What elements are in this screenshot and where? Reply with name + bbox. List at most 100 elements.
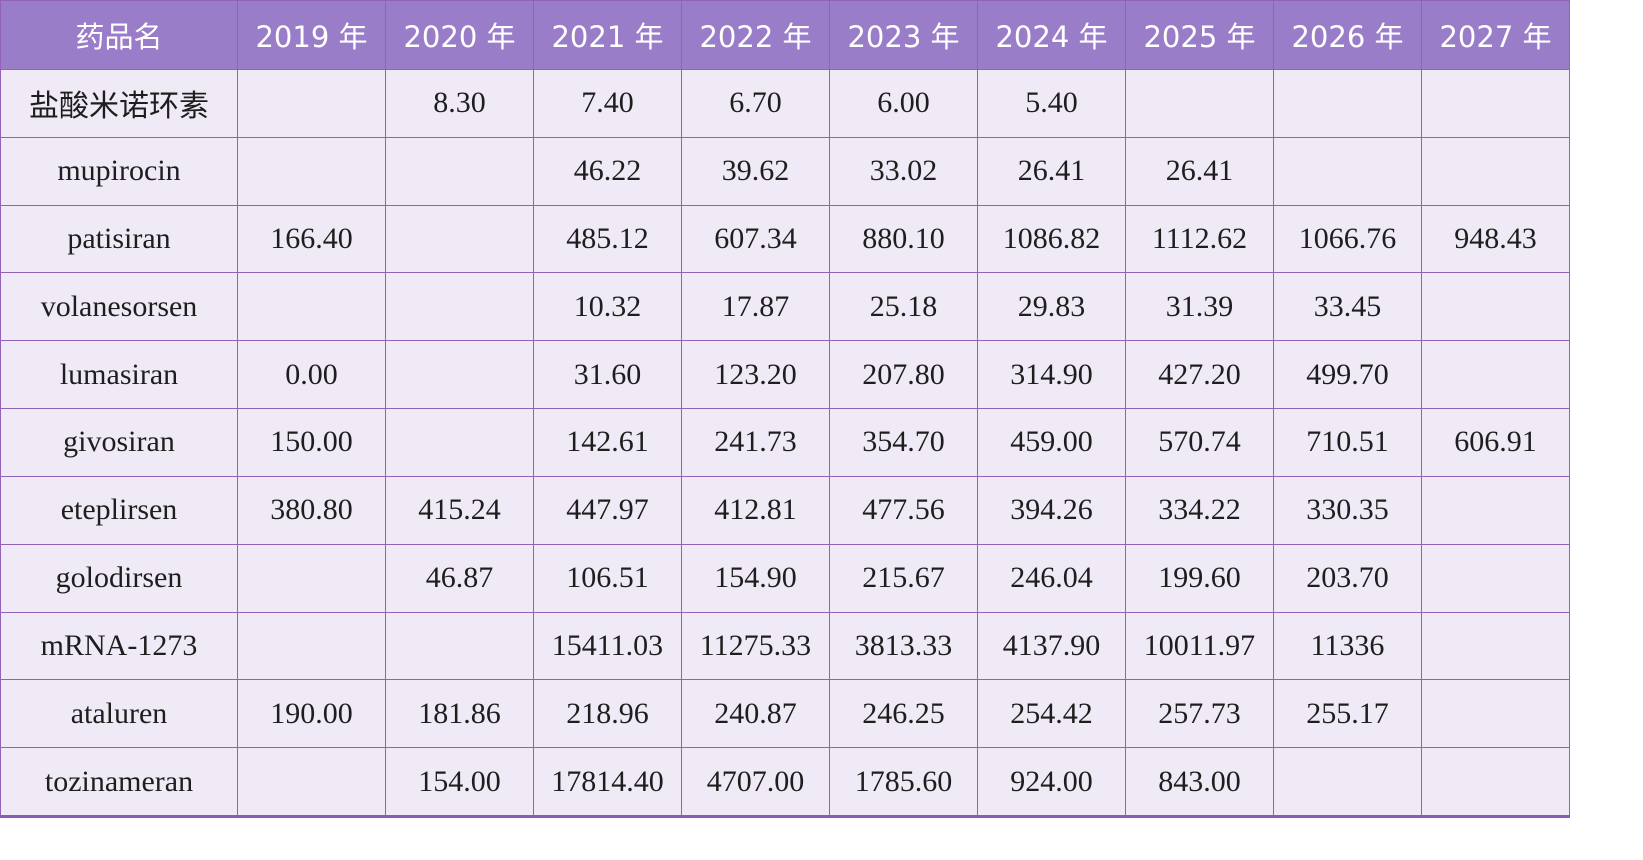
value-cell: 17.87 bbox=[681, 272, 830, 342]
value-cell: 570.74 bbox=[1125, 408, 1274, 477]
table-row: tozinameran 154.00 17814.40 4707.00 1785.60 9… bbox=[0, 747, 1570, 818]
value-cell bbox=[385, 611, 534, 681]
value-cell: 218.96 bbox=[533, 679, 682, 749]
value-cell: 0.00 bbox=[237, 340, 386, 410]
value-cell bbox=[237, 747, 386, 818]
value-cell: 150.00 bbox=[237, 408, 386, 477]
table-body: 盐酸米诺环素 8.30 7.40 6.70 6.00 5.40 mupirocin 46.22… bbox=[0, 69, 1570, 818]
column-header-year: 2019 年 bbox=[237, 0, 386, 70]
value-cell: 334.22 bbox=[1125, 475, 1274, 545]
table-row: volanesorsen 10.32 17.87 25.18 29.83 31.39 33.… bbox=[0, 272, 1570, 342]
value-cell: 203.70 bbox=[1273, 543, 1422, 613]
value-cell bbox=[385, 272, 534, 342]
value-cell: 10011.97 bbox=[1125, 611, 1274, 681]
drug-name-cell: golodirsen bbox=[0, 543, 238, 613]
value-cell: 924.00 bbox=[977, 747, 1126, 818]
value-cell bbox=[1421, 679, 1570, 749]
table-row: patisiran 166.40 485.12 607.34 880.10 1086.82… bbox=[0, 204, 1570, 274]
value-cell bbox=[1273, 747, 1422, 818]
table-row: 盐酸米诺环素 8.30 7.40 6.70 6.00 5.40 bbox=[0, 69, 1570, 138]
column-header-year: 2026 年 bbox=[1273, 0, 1422, 70]
value-cell: 181.86 bbox=[385, 679, 534, 749]
value-cell bbox=[385, 340, 534, 410]
column-header-year: 2024 年 bbox=[977, 0, 1126, 70]
drug-name-cell: lumasiran bbox=[0, 340, 238, 410]
drug-name-cell: tozinameran bbox=[0, 747, 238, 818]
value-cell: 207.80 bbox=[829, 340, 978, 410]
value-cell: 17814.40 bbox=[533, 747, 682, 818]
drug-name-cell: eteplirsen bbox=[0, 475, 238, 545]
value-cell bbox=[1125, 69, 1274, 138]
value-cell bbox=[385, 136, 534, 206]
value-cell: 166.40 bbox=[237, 204, 386, 274]
table-row: givosiran 150.00 142.61 241.73 354.70 459.00 5… bbox=[0, 408, 1570, 477]
value-cell: 1066.76 bbox=[1273, 204, 1422, 274]
value-cell: 15411.03 bbox=[533, 611, 682, 681]
value-cell: 394.26 bbox=[977, 475, 1126, 545]
value-cell: 240.87 bbox=[681, 679, 830, 749]
value-cell: 154.90 bbox=[681, 543, 830, 613]
value-cell: 106.51 bbox=[533, 543, 682, 613]
drug-name-cell: patisiran bbox=[0, 204, 238, 274]
table-row: lumasiran 0.00 31.60 123.20 207.80 314.90 427.… bbox=[0, 340, 1570, 410]
value-cell: 31.60 bbox=[533, 340, 682, 410]
value-cell: 254.42 bbox=[977, 679, 1126, 749]
value-cell: 499.70 bbox=[1273, 340, 1422, 410]
value-cell: 6.70 bbox=[681, 69, 830, 138]
value-cell: 46.87 bbox=[385, 543, 534, 613]
value-cell: 255.17 bbox=[1273, 679, 1422, 749]
value-cell: 257.73 bbox=[1125, 679, 1274, 749]
value-cell bbox=[1421, 747, 1570, 818]
value-cell: 29.83 bbox=[977, 272, 1126, 342]
value-cell: 459.00 bbox=[977, 408, 1126, 477]
drug-name-cell: volanesorsen bbox=[0, 272, 238, 342]
drug-name-cell: ataluren bbox=[0, 679, 238, 749]
value-cell: 10.32 bbox=[533, 272, 682, 342]
column-header-year: 2023 年 bbox=[829, 0, 978, 70]
value-cell: 46.22 bbox=[533, 136, 682, 206]
value-cell: 39.62 bbox=[681, 136, 830, 206]
value-cell bbox=[1421, 340, 1570, 410]
value-cell: 330.35 bbox=[1273, 475, 1422, 545]
value-cell: 880.10 bbox=[829, 204, 978, 274]
value-cell: 215.67 bbox=[829, 543, 978, 613]
value-cell: 1785.60 bbox=[829, 747, 978, 818]
value-cell: 142.61 bbox=[533, 408, 682, 477]
value-cell: 11336 bbox=[1273, 611, 1422, 681]
value-cell: 6.00 bbox=[829, 69, 978, 138]
value-cell: 5.40 bbox=[977, 69, 1126, 138]
value-cell: 31.39 bbox=[1125, 272, 1274, 342]
value-cell: 3813.33 bbox=[829, 611, 978, 681]
value-cell bbox=[1421, 475, 1570, 545]
value-cell bbox=[1273, 136, 1422, 206]
value-cell: 710.51 bbox=[1273, 408, 1422, 477]
value-cell: 246.04 bbox=[977, 543, 1126, 613]
value-cell bbox=[1421, 136, 1570, 206]
value-cell: 415.24 bbox=[385, 475, 534, 545]
value-cell: 4707.00 bbox=[681, 747, 830, 818]
value-cell: 8.30 bbox=[385, 69, 534, 138]
drug-name-cell: mRNA-1273 bbox=[0, 611, 238, 681]
value-cell: 607.34 bbox=[681, 204, 830, 274]
table-row: mupirocin 46.22 39.62 33.02 26.41 26.41 bbox=[0, 136, 1570, 206]
column-header-year: 2020 年 bbox=[385, 0, 534, 70]
table-row: ataluren 190.00 181.86 218.96 240.87 246.25 25… bbox=[0, 679, 1570, 749]
value-cell: 33.02 bbox=[829, 136, 978, 206]
value-cell: 4137.90 bbox=[977, 611, 1126, 681]
value-cell: 190.00 bbox=[237, 679, 386, 749]
value-cell: 412.81 bbox=[681, 475, 830, 545]
value-cell: 380.80 bbox=[237, 475, 386, 545]
drug-name-cell: givosiran bbox=[0, 408, 238, 477]
drug-name-cell: 盐酸米诺环素 bbox=[0, 69, 238, 138]
value-cell: 606.91 bbox=[1421, 408, 1570, 477]
value-cell bbox=[1421, 69, 1570, 138]
value-cell bbox=[1421, 543, 1570, 613]
drug-name-cell: mupirocin bbox=[0, 136, 238, 206]
value-cell: 11275.33 bbox=[681, 611, 830, 681]
value-cell bbox=[1421, 611, 1570, 681]
column-header-year: 2025 年 bbox=[1125, 0, 1274, 70]
column-header-year: 2021 年 bbox=[533, 0, 682, 70]
value-cell: 123.20 bbox=[681, 340, 830, 410]
